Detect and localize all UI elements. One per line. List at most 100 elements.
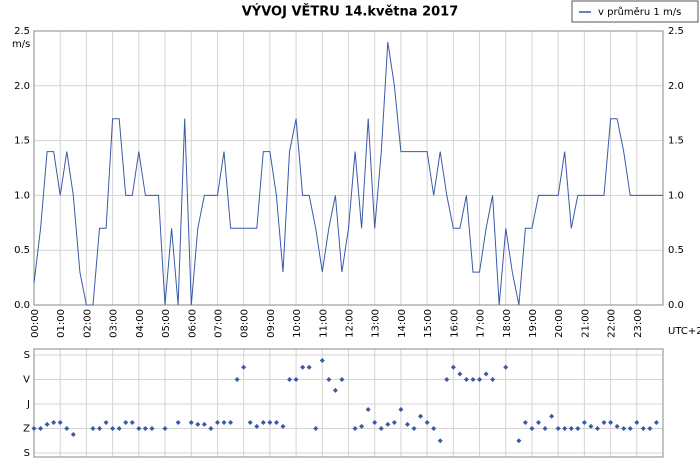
plot-border bbox=[33, 348, 664, 458]
direction-point bbox=[267, 420, 273, 426]
direction-point bbox=[634, 420, 640, 426]
direction-point bbox=[195, 421, 201, 427]
y-tick-label: S bbox=[24, 448, 30, 459]
direction-point bbox=[640, 426, 646, 431]
x-tick-label: 09:00 bbox=[266, 309, 277, 338]
direction-point bbox=[588, 423, 594, 429]
direction-point bbox=[51, 420, 57, 426]
x-tick-label: 14:00 bbox=[397, 309, 408, 338]
y-tick-label: Z bbox=[23, 424, 30, 435]
direction-point bbox=[228, 420, 234, 426]
direction-point bbox=[522, 420, 528, 426]
direction-point bbox=[201, 421, 207, 427]
x-tick-label: 12:00 bbox=[345, 309, 356, 338]
direction-point bbox=[306, 364, 312, 370]
direction-point bbox=[129, 420, 135, 426]
direction-point bbox=[378, 426, 384, 431]
x-tick-label: 22:00 bbox=[607, 309, 618, 338]
y-tick-label: 1.0 bbox=[14, 190, 30, 201]
direction-point bbox=[477, 377, 483, 382]
direction-point bbox=[38, 426, 44, 431]
x-tick-label: 05:00 bbox=[161, 309, 172, 338]
direction-point bbox=[64, 426, 70, 431]
x-tick-label: 19:00 bbox=[528, 309, 539, 338]
direction-point bbox=[418, 413, 424, 419]
x-tick-label: 20:00 bbox=[554, 309, 565, 338]
y-tick-label: 2.0 bbox=[14, 81, 30, 92]
x-tick-label: 13:00 bbox=[371, 309, 382, 338]
direction-point bbox=[490, 377, 496, 382]
direction-point bbox=[280, 423, 286, 429]
direction-point bbox=[372, 420, 378, 426]
direction-point bbox=[234, 377, 240, 382]
x-tick-label: 10:00 bbox=[292, 309, 303, 338]
x-tick-label: 15:00 bbox=[423, 309, 434, 338]
direction-point bbox=[450, 364, 456, 370]
legend-label: v průměru 1 m/s bbox=[598, 6, 681, 18]
direction-point bbox=[457, 371, 463, 377]
direction-point bbox=[300, 364, 306, 370]
x-tick-label: 18:00 bbox=[502, 309, 513, 338]
direction-point bbox=[398, 406, 404, 412]
direction-point bbox=[536, 420, 542, 426]
direction-point bbox=[627, 426, 633, 431]
direction-point bbox=[352, 426, 358, 431]
direction-point bbox=[241, 364, 247, 370]
x-tick-label: 01:00 bbox=[56, 309, 67, 338]
direction-point bbox=[319, 357, 325, 363]
direction-point bbox=[444, 377, 450, 382]
direction-point bbox=[339, 377, 345, 382]
y-tick-label: 2.5 bbox=[14, 26, 30, 37]
direction-point bbox=[254, 423, 260, 429]
direction-point bbox=[483, 371, 489, 377]
direction-point bbox=[581, 420, 587, 426]
chart-title: VÝVOJ VĚTRU 14.května 2017 bbox=[242, 4, 459, 20]
x-tick-label: 17:00 bbox=[476, 309, 487, 338]
y-tick-label: 0.0 bbox=[14, 300, 30, 311]
y-tick-label-right: 2.0 bbox=[668, 81, 684, 92]
direction-point bbox=[614, 423, 620, 429]
direction-point bbox=[562, 426, 568, 431]
y-tick-label: V bbox=[23, 375, 30, 386]
direction-point bbox=[214, 420, 220, 426]
direction-point bbox=[287, 377, 293, 382]
x-tick-label: 11:00 bbox=[318, 309, 329, 338]
line-series bbox=[33, 41, 663, 306]
direction-point bbox=[175, 420, 181, 426]
x-tick-label: 16:00 bbox=[449, 309, 460, 338]
x-tick-label: 23:00 bbox=[633, 309, 644, 338]
direction-point bbox=[326, 377, 332, 382]
y-tick-label-right: 2.5 bbox=[668, 26, 684, 37]
x-tick-label: 02:00 bbox=[82, 309, 93, 338]
direction-point bbox=[549, 413, 555, 419]
direction-point bbox=[293, 377, 299, 382]
x-tick-label: 04:00 bbox=[135, 309, 146, 338]
direction-point bbox=[221, 420, 227, 426]
y-tick-label: J bbox=[26, 399, 30, 410]
y-axis-label: m/s bbox=[12, 39, 30, 50]
direction-point bbox=[116, 426, 122, 431]
direction-point bbox=[542, 426, 548, 431]
direction-point bbox=[142, 426, 148, 431]
direction-point bbox=[260, 420, 266, 426]
plot-border bbox=[33, 30, 664, 306]
direction-point bbox=[411, 426, 417, 431]
direction-point bbox=[385, 421, 391, 427]
direction-point bbox=[313, 426, 319, 431]
x-axis-label: UTC+2 bbox=[668, 326, 700, 337]
direction-point bbox=[391, 420, 397, 426]
direction-point bbox=[103, 420, 109, 426]
direction-point bbox=[653, 420, 659, 426]
legend-box bbox=[571, 0, 699, 23]
direction-point bbox=[149, 426, 155, 431]
direction-point bbox=[208, 426, 214, 431]
direction-point bbox=[365, 406, 371, 412]
x-tick-label: 21:00 bbox=[580, 309, 591, 338]
direction-point bbox=[90, 426, 96, 431]
x-tick-label: 07:00 bbox=[213, 309, 224, 338]
x-tick-label: 08:00 bbox=[240, 309, 251, 338]
direction-point bbox=[529, 426, 535, 431]
direction-point bbox=[647, 426, 653, 431]
y-tick-label-right: 0.0 bbox=[668, 300, 684, 311]
